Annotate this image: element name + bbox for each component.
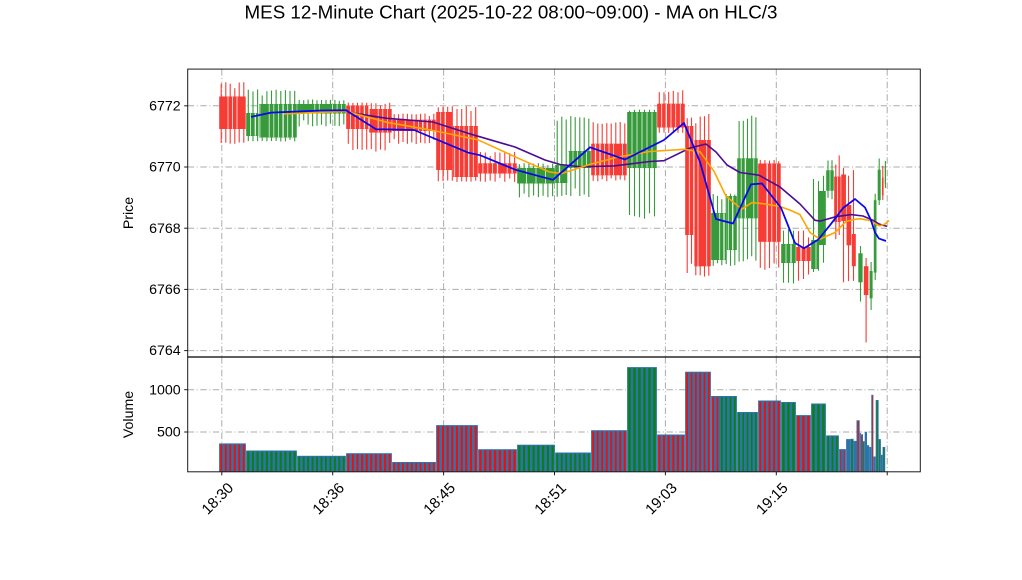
svg-text:Price: Price	[121, 197, 137, 229]
svg-text:1000: 1000	[149, 382, 181, 398]
svg-text:MES 12-Minute Chart (2025-10-2: MES 12-Minute Chart (2025-10-22 08:00~09…	[245, 2, 778, 23]
svg-text:6766: 6766	[149, 282, 181, 298]
svg-text:6770: 6770	[149, 160, 181, 176]
svg-text:6772: 6772	[149, 98, 181, 114]
svg-text:6764: 6764	[149, 343, 181, 359]
svg-text:Volume: Volume	[121, 391, 137, 438]
svg-text:500: 500	[157, 425, 181, 441]
svg-text:6768: 6768	[149, 221, 181, 237]
